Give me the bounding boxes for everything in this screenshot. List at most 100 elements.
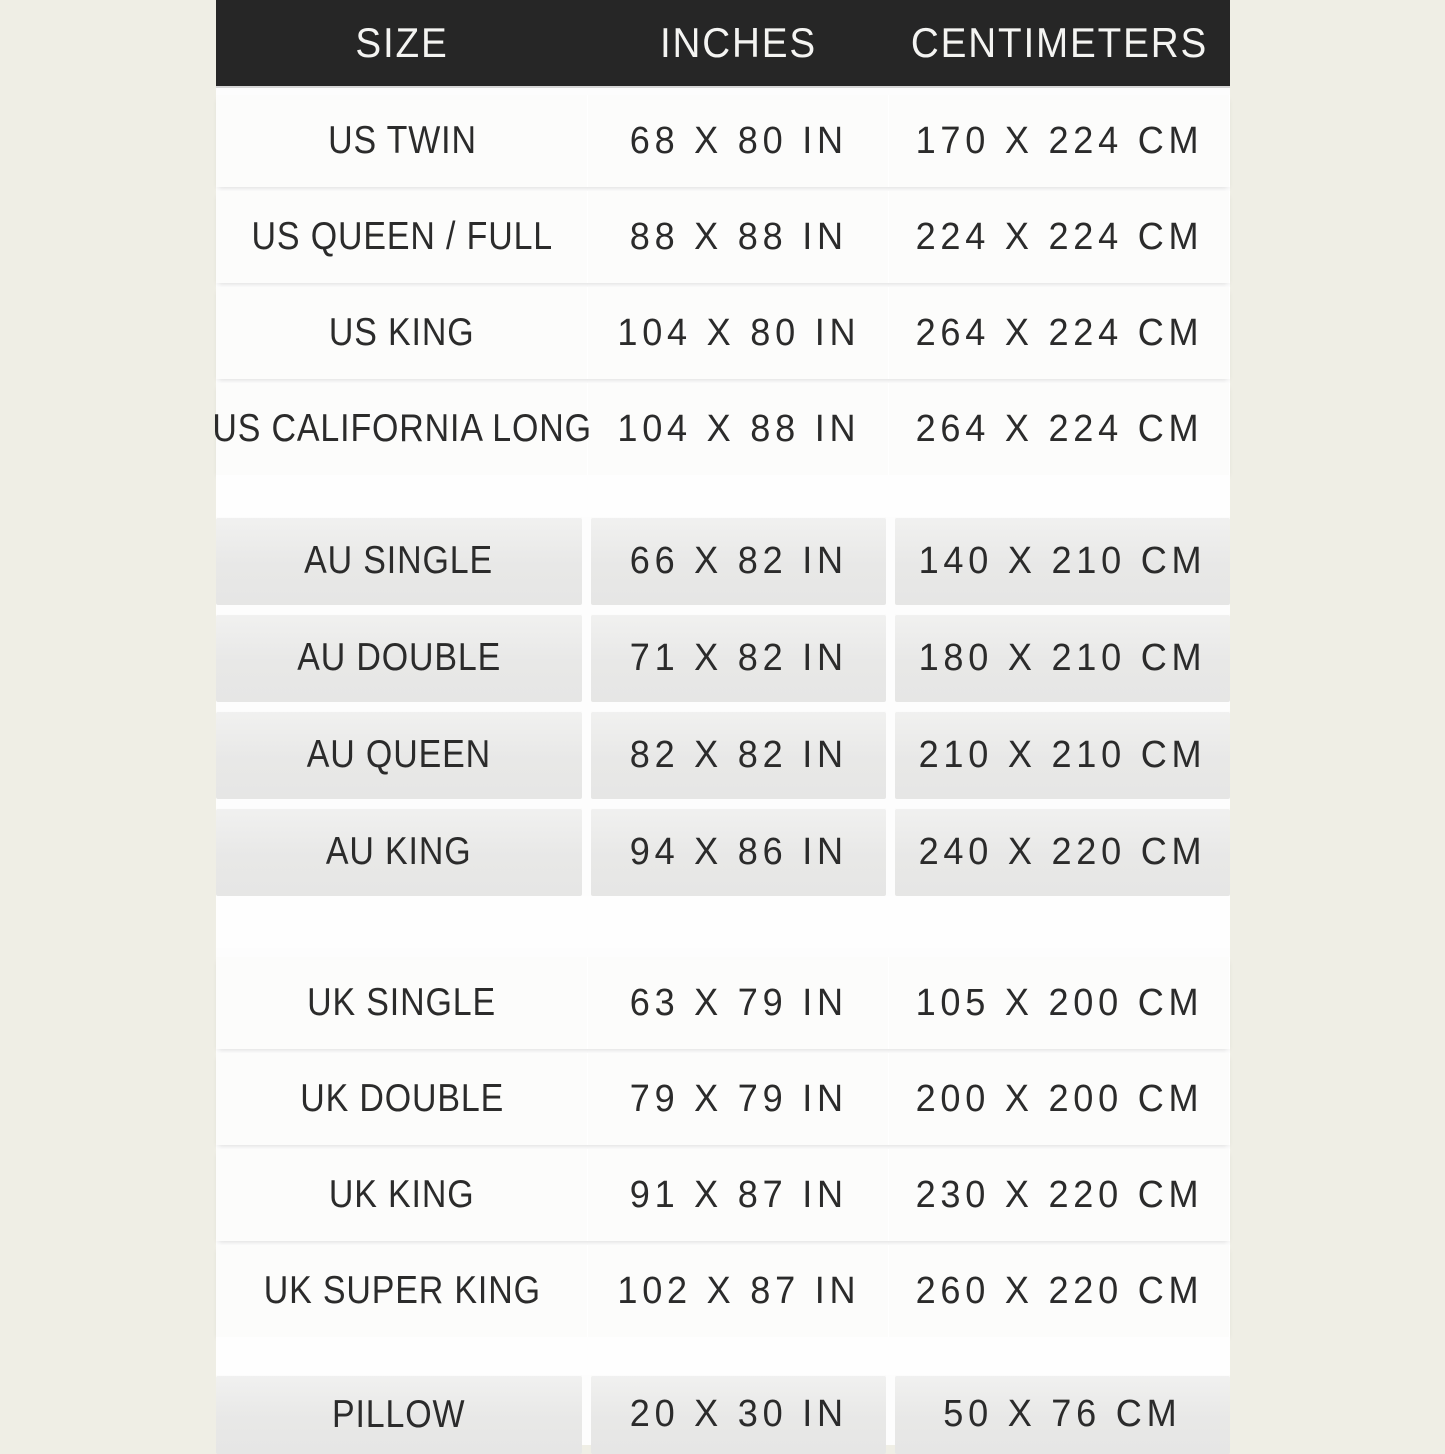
centimeters-cell: 180 X 210 CM [895,614,1230,702]
size-label: UK SINGLE [307,981,497,1024]
centimeters-cell: 50 X 76 CM [895,1375,1230,1454]
inches-cell: 68 X 80 IN [588,95,889,187]
centimeters-value: 50 X 76 CM [943,1393,1182,1435]
size-label: UK SUPER KING [263,1269,541,1312]
group-divider [216,475,1230,517]
size-cell: US QUEEN / FULL [216,191,588,283]
inches-cell: 104 X 80 IN [588,287,889,379]
inches-value: 66 X 82 IN [629,539,848,582]
table-row: UK DOUBLE 79 X 79 IN 200 X 200 CM [216,1053,1230,1145]
table-row: UK SUPER KING 102 X 87 IN 260 X 220 CM [216,1245,1230,1337]
inches-cell: 94 X 86 IN [591,808,886,896]
size-label: US QUEEN / FULL [251,215,553,258]
inches-value: 91 X 87 IN [629,1173,848,1216]
table-row: US TWIN 68 X 80 IN 170 X 224 CM [216,95,1230,187]
centimeters-value: 140 X 210 CM [918,539,1207,582]
column-header-size: SIZE [355,19,449,66]
size-label: US KING [329,311,475,354]
size-label: US TWIN [327,119,477,162]
inches-value: 20 X 30 IN [629,1393,848,1435]
inches-value: 88 X 88 IN [629,215,848,258]
inches-cell: 63 X 79 IN [588,957,889,1049]
inches-cell: 104 X 88 IN [588,383,889,475]
inches-cell: 20 X 30 IN [591,1375,886,1454]
size-cell: US TWIN [216,95,588,187]
centimeters-cell: 140 X 210 CM [895,517,1230,605]
group-divider [216,1337,1230,1375]
centimeters-value: 260 X 220 CM [915,1269,1204,1312]
pillow-size-group: PILLOW 20 X 30 IN 50 X 76 CM [216,1375,1230,1454]
table-row: US CALIFORNIA LONG 104 X 88 IN 264 X 224… [212,383,1230,475]
size-cell: UK KING [216,1149,588,1241]
table-header-row: SIZE INCHES CENTIMETERS [216,0,1230,86]
centimeters-value: 105 X 200 CM [915,981,1204,1024]
size-cell: AU KING [216,808,582,896]
inches-value: 104 X 88 IN [617,407,860,450]
centimeters-value: 240 X 220 CM [918,830,1207,873]
centimeters-cell: 230 X 220 CM [889,1149,1230,1241]
centimeters-cell: 264 X 224 CM [889,383,1230,475]
au-sizes-group: AU SINGLE 66 X 82 IN 140 X 210 CM AU DOU… [216,517,1230,896]
size-cell: AU SINGLE [216,517,582,605]
centimeters-value: 170 X 224 CM [915,119,1204,162]
centimeters-cell: 170 X 224 CM [889,95,1230,187]
inches-value: 63 X 79 IN [629,981,848,1024]
size-label: AU QUEEN [306,733,492,776]
centimeters-cell: 264 X 224 CM [889,287,1230,379]
inches-cell: 88 X 88 IN [588,191,889,283]
inches-value: 71 X 82 IN [629,636,848,679]
inches-cell: 79 X 79 IN [588,1053,889,1145]
size-cell: UK DOUBLE [216,1053,588,1145]
table-row: AU QUEEN 82 X 82 IN 210 X 210 CM [216,711,1230,799]
table-row: UK KING 91 X 87 IN 230 X 220 CM [216,1149,1230,1241]
inches-value: 79 X 79 IN [629,1077,848,1120]
centimeters-value: 230 X 220 CM [915,1173,1204,1216]
centimeters-cell: 260 X 220 CM [889,1245,1230,1337]
inches-cell: 71 X 82 IN [591,614,886,702]
centimeters-cell: 240 X 220 CM [895,808,1230,896]
size-cell: PILLOW [216,1375,582,1454]
centimeters-value: 180 X 210 CM [918,636,1207,679]
centimeters-value: 210 X 210 CM [918,733,1207,776]
inches-value: 82 X 82 IN [629,733,848,776]
size-cell: US CALIFORNIA LONG [212,383,591,475]
centimeters-cell: 105 X 200 CM [889,957,1230,1049]
size-label: UK KING [329,1173,475,1216]
group-divider [216,896,1230,948]
size-cell: AU DOUBLE [216,614,582,702]
inches-value: 104 X 80 IN [617,311,860,354]
table-row: US KING 104 X 80 IN 264 X 224 CM [216,287,1230,379]
size-cell: UK SINGLE [216,957,588,1049]
size-cell: UK SUPER KING [216,1245,588,1337]
table-row: UK SINGLE 63 X 79 IN 105 X 200 CM [216,957,1230,1049]
column-header-inches: INCHES [659,19,818,66]
centimeters-cell: 200 X 200 CM [889,1053,1230,1145]
column-header-centimeters: CENTIMETERS [910,19,1209,66]
size-label: UK DOUBLE [300,1077,504,1120]
size-cell: US KING [216,287,588,379]
centimeters-cell: 224 X 224 CM [889,191,1230,283]
us-sizes-group: US TWIN 68 X 80 IN 170 X 224 CM US QUEEN… [212,86,1230,475]
size-label: AU DOUBLE [297,636,501,679]
size-label: PILLOW [332,1392,466,1436]
size-cell: AU QUEEN [216,711,582,799]
inches-value: 68 X 80 IN [629,119,848,162]
inches-cell: 66 X 82 IN [591,517,886,605]
inches-cell: 102 X 87 IN [588,1245,889,1337]
centimeters-value: 264 X 224 CM [915,311,1204,354]
centimeters-value: 224 X 224 CM [915,215,1204,258]
table-row: AU KING 94 X 86 IN 240 X 220 CM [216,808,1230,896]
inches-value: 102 X 87 IN [617,1269,860,1312]
uk-sizes-group: UK SINGLE 63 X 79 IN 105 X 200 CM UK DOU… [216,948,1230,1337]
table-row: US QUEEN / FULL 88 X 88 IN 224 X 224 CM [216,191,1230,283]
table-row: AU SINGLE 66 X 82 IN 140 X 210 CM [216,517,1230,605]
centimeters-value: 200 X 200 CM [915,1077,1204,1120]
inches-value: 94 X 86 IN [629,830,848,873]
centimeters-cell: 210 X 210 CM [895,711,1230,799]
table-row: AU DOUBLE 71 X 82 IN 180 X 210 CM [216,614,1230,702]
size-label: AU KING [326,830,472,873]
size-label: US CALIFORNIA LONG [212,407,592,450]
centimeters-value: 264 X 224 CM [915,407,1204,450]
size-chart-panel: SIZE INCHES CENTIMETERS US TWIN 68 X 80 … [212,0,1230,1454]
inches-cell: 91 X 87 IN [588,1149,889,1241]
